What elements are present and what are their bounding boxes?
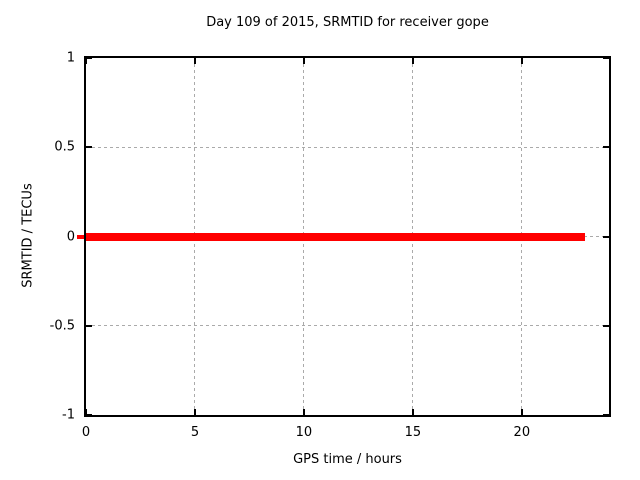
x-tick-label: 0 (81, 425, 91, 440)
y-gridline (86, 146, 609, 148)
y-tick-label: -0.5 (49, 318, 75, 334)
y-tick-mark (603, 324, 609, 327)
x-tick-mark (193, 58, 196, 64)
x-tick-mark (193, 409, 196, 415)
y-tick-mark (86, 324, 92, 327)
x-tick-mark (85, 409, 87, 415)
x-tick-mark (85, 58, 87, 64)
x-tick-label: 10 (295, 425, 313, 440)
x-tick-label: 20 (513, 425, 531, 440)
y-tick-mark (603, 235, 609, 238)
series-line-srmtid (86, 232, 586, 241)
x-axis-label: GPS time / hours (293, 452, 402, 467)
x-tick-mark (520, 409, 523, 415)
y-tick-label: -1 (62, 407, 75, 423)
y-tick-mark (603, 57, 609, 59)
y-tick-label: 1 (66, 50, 75, 66)
x-tick-mark (302, 409, 305, 415)
y-tick-label: 0.5 (54, 139, 75, 155)
chart-title: Day 109 of 2015, SRMTID for receiver gop… (206, 15, 489, 30)
x-tick-mark (520, 58, 523, 64)
y-tick-mark (86, 414, 92, 416)
y-tick-mark (603, 146, 609, 149)
plot-area (77, 56, 611, 417)
series-start-overflow (77, 234, 84, 239)
y-tick-mark (86, 57, 92, 59)
y-tick-mark (603, 414, 609, 416)
x-tick-mark (302, 58, 305, 64)
x-tick-mark (411, 58, 414, 64)
x-tick-label: 15 (404, 425, 422, 440)
x-tick-mark (411, 409, 414, 415)
y-tick-label: 0 (66, 229, 75, 244)
y-tick-mark (86, 146, 92, 149)
y-gridline (86, 325, 609, 327)
x-tick-label: 5 (190, 425, 200, 440)
